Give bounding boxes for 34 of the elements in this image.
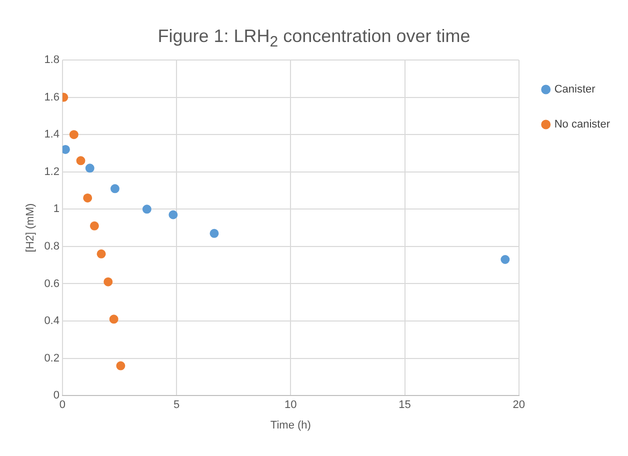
y-tick-label: 1.2 (44, 166, 60, 178)
x-tick-label: 10 (284, 399, 297, 412)
y-tick-label: 1.6 (44, 91, 60, 104)
point (90, 221, 99, 230)
point (104, 277, 113, 286)
x-tick-label: 15 (398, 399, 411, 412)
x-tick-label: 20 (512, 399, 525, 412)
y-axis-title: [H2] (mM) (24, 203, 37, 252)
point (109, 314, 118, 324)
point (76, 156, 86, 166)
point (168, 210, 178, 220)
point (85, 164, 94, 173)
point (210, 228, 219, 238)
legend-label: No canister (554, 118, 610, 131)
y-tick-label: 0.6 (44, 278, 60, 290)
y-tick-label: 0 (53, 390, 60, 402)
y-tick-label: 0.4 (44, 315, 60, 328)
x-axis-title: Time (h) (270, 419, 311, 432)
point (142, 204, 152, 214)
point (500, 254, 510, 264)
x-tick-label: 5 (174, 399, 180, 412)
point (110, 184, 120, 194)
point (62, 144, 70, 154)
y-tick-label: 1.8 (44, 54, 60, 66)
legend-label: Canister (554, 84, 596, 96)
y-tick-label: 0.2 (44, 352, 60, 364)
y-tick-label: 0.8 (44, 240, 60, 252)
y-tick-label: 1.4 (44, 128, 60, 141)
point (83, 193, 92, 202)
point (69, 130, 78, 140)
point (116, 361, 126, 370)
y-tick-label: 1 (53, 203, 60, 216)
chart-title: Figure 1: LRH$_{2}$ concentration over time (156, 26, 472, 51)
point (96, 249, 106, 258)
